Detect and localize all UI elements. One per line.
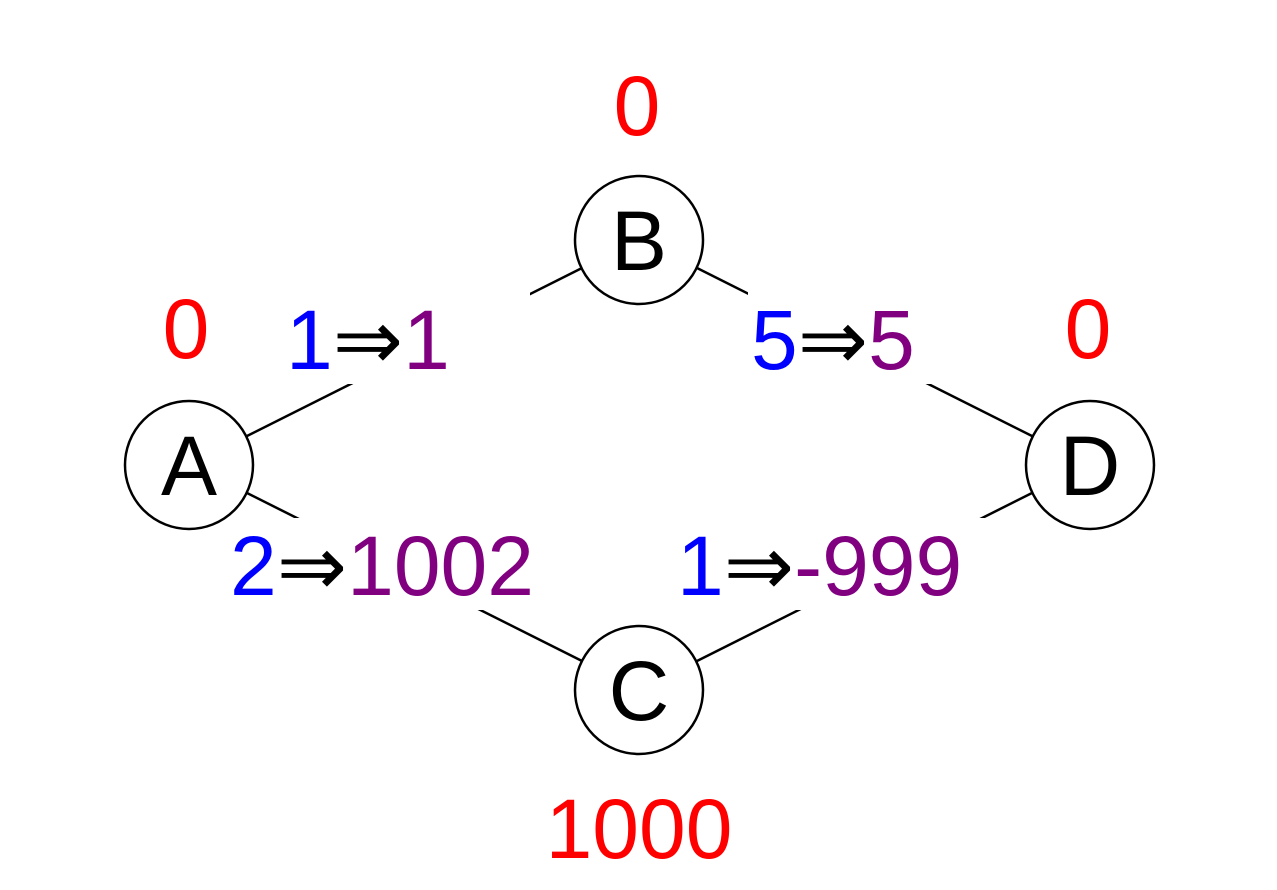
node-b-label: B	[611, 194, 667, 288]
node-a: A	[123, 399, 255, 531]
edge-bd-reweighted: 5	[868, 293, 915, 387]
edge-cd-weight: 1	[677, 519, 724, 613]
node-d-label: D	[1060, 419, 1121, 513]
node-d: D	[1024, 399, 1156, 531]
node-a-label: A	[161, 419, 217, 513]
edge-ac-reweighted: 1002	[347, 519, 534, 613]
node-b-potential: 0	[614, 59, 661, 153]
edge-cd-arrow: ⇒	[724, 519, 794, 613]
edge-ab-reweighted: 1	[403, 293, 450, 387]
node-d-potential: 0	[1065, 282, 1112, 376]
edge-label-bg-ab	[282, 292, 530, 384]
edge-cd-reweighted: -999	[794, 519, 962, 613]
edge-ab-arrow: ⇒	[333, 293, 403, 387]
edge-ac-arrow: ⇒	[277, 519, 347, 613]
edge-label-bg-ac	[225, 518, 617, 610]
edge-ac-weight: 2	[230, 519, 277, 613]
edge-label-ac: 2⇒1002	[230, 519, 534, 613]
edge-label-bg-cd	[672, 518, 1044, 610]
edge-label-ab: 1⇒1	[286, 293, 450, 387]
node-c-label: C	[609, 644, 670, 738]
node-b: B	[573, 174, 705, 306]
node-c-potential: 1000	[546, 782, 733, 876]
edge-ab-weight: 1	[286, 293, 333, 387]
edge-bd-arrow: ⇒	[798, 293, 868, 387]
node-a-potential: 0	[163, 282, 210, 376]
edge-label-cd: 1⇒-999	[677, 519, 962, 613]
edge-label-bg-bd	[748, 292, 992, 384]
node-c: C	[573, 624, 705, 756]
edge-bd-weight: 5	[751, 293, 798, 387]
edge-label-bd: 5⇒5	[751, 293, 915, 387]
